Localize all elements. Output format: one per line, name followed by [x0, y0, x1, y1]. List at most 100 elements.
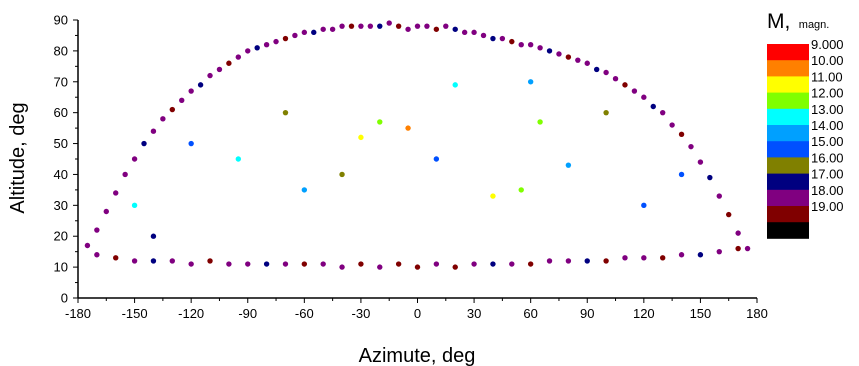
legend-swatch — [767, 141, 809, 158]
data-point — [94, 252, 100, 258]
data-point — [282, 35, 289, 42]
y-tick-label: 90 — [54, 13, 68, 28]
data-point — [433, 261, 440, 267]
data-point — [518, 42, 524, 48]
x-tick-label: -30 — [352, 306, 371, 321]
data-point — [641, 94, 647, 100]
data-point — [263, 261, 270, 267]
data-point — [452, 26, 458, 32]
x-tick-label: -90 — [238, 306, 257, 321]
data-point — [556, 51, 562, 57]
data-point — [188, 88, 194, 94]
data-point — [603, 258, 609, 264]
x-tick-label: 90 — [580, 306, 594, 321]
data-point — [527, 79, 534, 85]
data-point — [509, 261, 515, 267]
data-point — [509, 38, 515, 45]
data-point — [395, 23, 402, 29]
legend-swatch — [767, 206, 809, 223]
data-point — [179, 97, 185, 104]
y-tick-label: 30 — [54, 198, 68, 213]
data-point — [744, 245, 751, 252]
data-point — [377, 264, 383, 270]
data-point — [461, 29, 468, 36]
x-tick-label: -180 — [65, 306, 91, 321]
data-point — [188, 261, 194, 267]
data-point — [490, 193, 496, 199]
x-tick-label: -120 — [178, 306, 204, 321]
data-point — [622, 255, 628, 261]
data-point — [405, 26, 411, 32]
y-tick-label: 80 — [54, 43, 68, 58]
data-point — [84, 242, 91, 249]
data-point — [235, 54, 242, 60]
data-point — [329, 26, 336, 32]
legend-swatch — [767, 60, 809, 77]
x-tick-label: 0 — [414, 306, 421, 321]
data-point — [358, 23, 364, 29]
legend-swatch — [767, 44, 809, 61]
data-point — [377, 119, 383, 125]
data-point — [471, 261, 477, 267]
data-point — [593, 66, 600, 73]
data-point — [122, 171, 128, 178]
data-point — [131, 258, 138, 264]
data-point — [641, 255, 647, 261]
data-point — [537, 119, 543, 125]
data-point — [716, 248, 722, 255]
data-point — [452, 264, 458, 270]
data-point — [603, 109, 609, 116]
data-point — [433, 26, 440, 32]
data-point — [226, 261, 232, 267]
legend-label: 14.00 — [811, 118, 844, 133]
data-point — [245, 48, 251, 54]
data-point — [226, 60, 232, 66]
data-point — [263, 42, 270, 48]
x-tick-label: -150 — [122, 306, 148, 321]
data-point — [678, 252, 685, 258]
y-tick-label: 0 — [61, 291, 68, 306]
data-point — [395, 261, 402, 267]
data-point — [292, 32, 298, 39]
legend-swatch — [767, 92, 809, 110]
data-point — [207, 72, 213, 79]
legend-label: 18.00 — [811, 183, 844, 198]
data-point — [169, 106, 176, 113]
data-point — [631, 88, 638, 94]
y-tick-label: 70 — [54, 74, 68, 89]
y-tick-label: 10 — [54, 260, 68, 275]
legend-swatch — [767, 108, 809, 126]
data-point — [678, 171, 685, 178]
legend-label: 9.000 — [811, 37, 844, 52]
data-point — [688, 143, 694, 150]
data-point — [141, 140, 147, 147]
data-point — [490, 35, 496, 42]
data-point — [424, 23, 430, 29]
data-point — [678, 131, 685, 137]
legend-swatches — [767, 44, 809, 239]
legend-swatch — [767, 222, 809, 239]
data-point — [348, 23, 355, 29]
x-tick-label: 150 — [690, 306, 712, 321]
data-point — [480, 32, 487, 39]
x-tick-label: 180 — [746, 306, 768, 321]
data-point — [452, 82, 458, 88]
x-tick-label: 60 — [523, 306, 537, 321]
data-point — [546, 48, 553, 54]
data-point — [622, 82, 628, 88]
data-point — [150, 258, 157, 264]
data-point — [160, 116, 166, 122]
data-point — [546, 258, 553, 264]
data-point — [659, 255, 666, 261]
x-tick-label: -60 — [295, 306, 314, 321]
data-point — [650, 103, 656, 110]
x-tick-label: 120 — [633, 306, 655, 321]
data-point — [641, 202, 647, 209]
y-tick-label: 50 — [54, 136, 68, 151]
data-point — [377, 23, 383, 29]
data-point — [216, 66, 223, 73]
data-point — [235, 156, 242, 162]
data-point — [113, 255, 119, 261]
data-point — [311, 29, 317, 36]
